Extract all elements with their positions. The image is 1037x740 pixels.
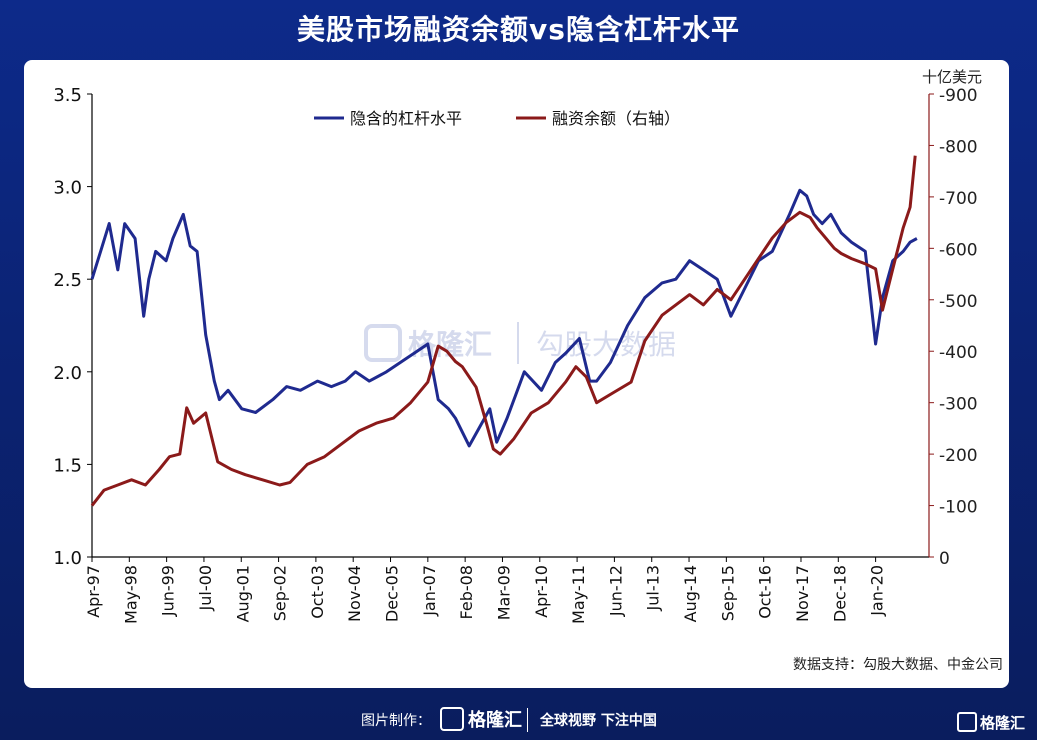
footer-separator: [527, 708, 528, 732]
footer-made-by: 图片制作：: [361, 713, 431, 729]
x-tick-label: May-11: [569, 565, 588, 624]
footer-brand-text: 格隆汇: [979, 714, 1025, 732]
x-tick-label: Jan-20: [868, 565, 887, 617]
x-tick-label: Nov-17: [793, 565, 812, 622]
x-tick-label: Dec-05: [383, 565, 402, 622]
x-tick-label: Sep-15: [718, 565, 737, 621]
watermark-logo-icon: [364, 324, 402, 362]
right-tick-label: -700: [939, 189, 978, 209]
x-tick-label: Aug-01: [233, 565, 252, 622]
right-tick-label: 0: [939, 549, 950, 569]
x-tick-label: Oct-16: [756, 565, 775, 619]
source-note: 数据支持：勾股大数据、中金公司: [793, 657, 1003, 673]
x-tick-label: May-98: [121, 565, 140, 624]
footer-logo-text: 格隆汇: [468, 710, 522, 731]
x-tick-label: Feb-08: [457, 565, 476, 619]
left-tick-label: 2.0: [53, 363, 82, 384]
right-axis-unit: 十亿美元: [922, 68, 982, 86]
x-tick-label: Oct-03: [308, 565, 327, 619]
x-tick-label: Mar-09: [494, 565, 513, 620]
legend-label-2: 融资余额（右轴）: [552, 109, 680, 128]
x-tick-label: Dec-18: [830, 565, 849, 622]
left-tick-label: 3.0: [53, 178, 82, 199]
footer-slogan: 全球视野 下注中国: [540, 713, 657, 729]
chart-panel: 格隆汇 勾股大数据 1.0 1.5 2.0 2.5 3.0 3.5 0 -100 -200 -300 -…: [24, 60, 1009, 688]
page-title: 美股市场融资余额vs隐含杠杆水平: [297, 13, 740, 46]
footer-logo: 格隆汇: [440, 706, 522, 733]
brand-logo-icon: [956, 711, 977, 732]
footer-brand: 格隆汇: [956, 711, 1025, 734]
left-tick-label: 1.0: [53, 548, 82, 569]
logo-icon: [440, 707, 464, 731]
x-tick-label: Nov-04: [345, 565, 364, 622]
right-tick-label: -300: [939, 395, 978, 415]
x-tick-label: Jul-00: [196, 565, 215, 611]
right-tick-label: -500: [939, 292, 978, 312]
left-tick-label: 3.5: [53, 85, 82, 106]
x-tick-label: Apr-10: [532, 565, 551, 618]
x-tick-label: Apr-97: [84, 565, 103, 618]
x-tick-label: Jun-12: [606, 565, 625, 617]
right-tick-label: -200: [939, 446, 978, 466]
watermark: 格隆汇 勾股大数据: [364, 322, 676, 364]
right-tick-label: -900: [939, 86, 978, 106]
x-tick-label: Jun-99: [159, 565, 178, 617]
x-tick-label: Aug-14: [681, 565, 700, 622]
x-tick-label: Sep-02: [271, 565, 290, 621]
watermark-text: 勾股大数据: [536, 328, 676, 361]
right-tick-label: -800: [939, 137, 978, 157]
legend-label-1: 隐含的杠杆水平: [350, 109, 462, 128]
series-line-2: [90, 155, 917, 507]
chart: 格隆汇 勾股大数据 1.0 1.5 2.0 2.5 3.0 3.5 0 -100 -200 -300 -…: [53, 68, 982, 624]
left-tick-label: 1.5: [53, 455, 82, 476]
right-tick-label: -100: [939, 498, 978, 518]
x-tick-label: Jan-07: [420, 565, 439, 617]
right-tick-label: -400: [939, 343, 978, 363]
right-tick-label: -600: [939, 240, 978, 260]
series-line-1: [90, 188, 918, 448]
footer: 图片制作： 格隆汇 全球视野 下注中国 格隆汇: [0, 700, 1037, 740]
left-tick-label: 2.5: [53, 270, 82, 291]
x-tick-label: Jul-13: [644, 565, 663, 611]
